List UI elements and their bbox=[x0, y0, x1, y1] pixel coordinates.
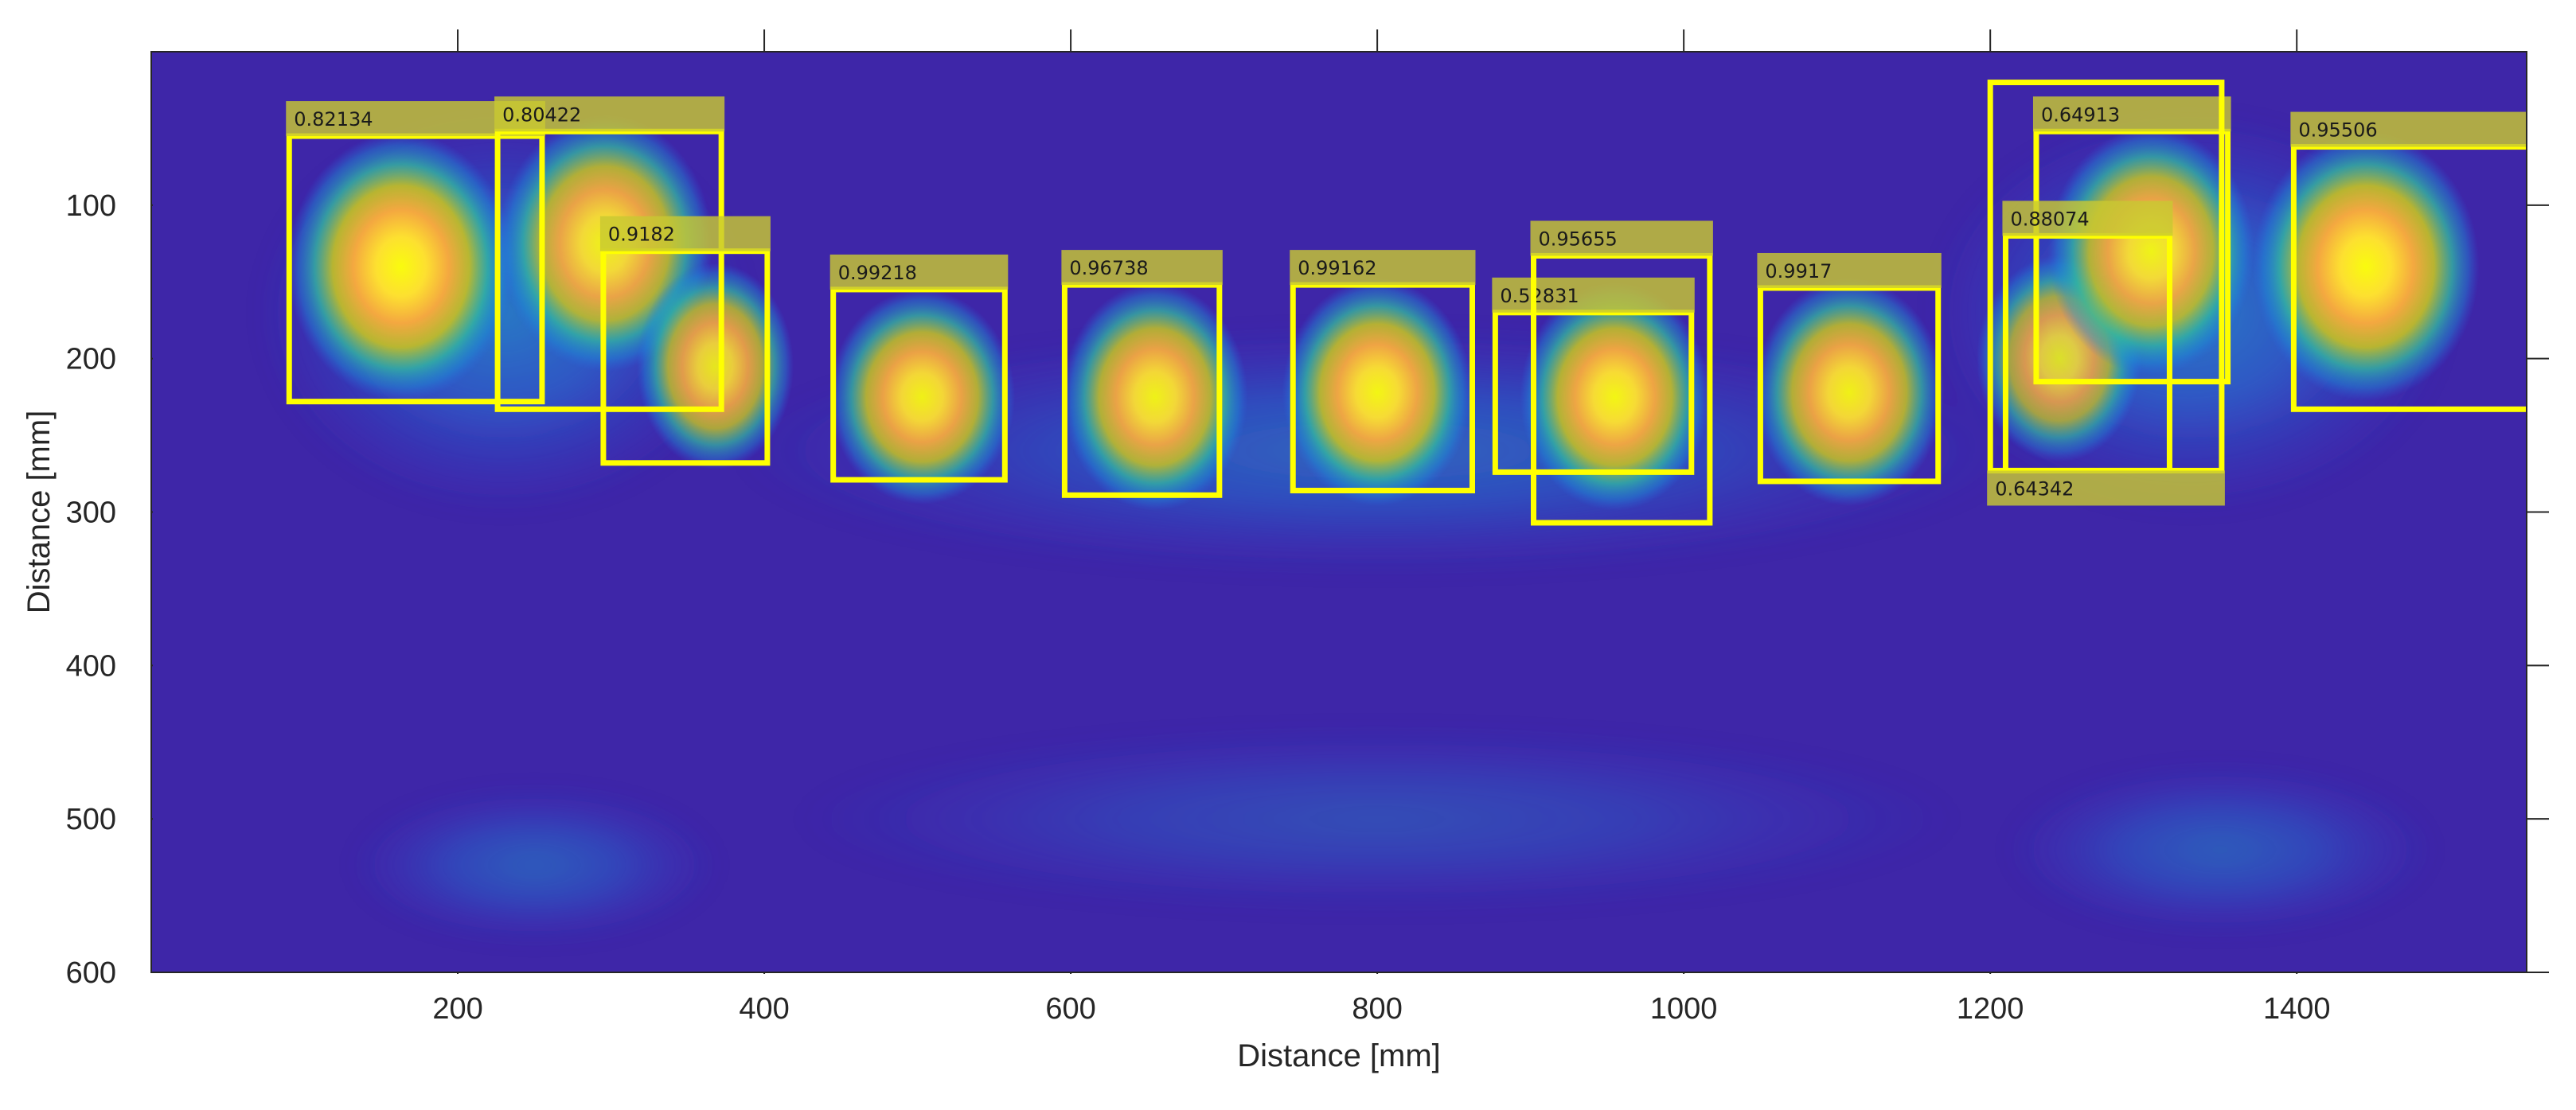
detection-label-background bbox=[1061, 250, 1223, 286]
y-tick-label: 400 bbox=[66, 649, 116, 683]
heatmap-hotspot bbox=[287, 131, 515, 402]
x-tick-label: 800 bbox=[1352, 992, 1402, 1026]
detection-box-group: 0.9182 bbox=[599, 216, 771, 466]
detection-label-background bbox=[2290, 111, 2527, 147]
detection-box-group: 0.64913 bbox=[2032, 96, 2231, 385]
heatmap-hotspot bbox=[2047, 127, 2255, 376]
detection-box-group: 0.80422 bbox=[494, 96, 725, 412]
detection-score-label: 0.9182 bbox=[608, 224, 675, 246]
detection-label-background bbox=[599, 216, 771, 251]
detection-score-label: 0.95655 bbox=[1538, 228, 1617, 250]
heatmap-hotspot-layer bbox=[287, 115, 2480, 512]
heatmap-hotspot bbox=[829, 289, 1016, 505]
x-tick-label: 1000 bbox=[1650, 992, 1718, 1026]
heatmap-glow-region bbox=[794, 726, 1960, 911]
detection-score-label: 0.99162 bbox=[1298, 257, 1376, 279]
y-tick-label: 100 bbox=[66, 189, 116, 223]
detection-score-label: 0.64913 bbox=[2041, 103, 2120, 126]
x-axis-label: Distance [mm] bbox=[1237, 1038, 1441, 1073]
x-tick-label: 200 bbox=[432, 992, 482, 1026]
heatmap-hotspot bbox=[1282, 278, 1473, 507]
x-tick-label: 1400 bbox=[2263, 992, 2331, 1026]
heatmap-hotspot bbox=[1519, 282, 1711, 512]
detection-score-label: 0.82134 bbox=[294, 108, 373, 130]
detection-box-group: 0.99162 bbox=[1290, 250, 1476, 494]
heatmap-hotspot bbox=[2251, 131, 2480, 402]
detection-box-group: 0.95506 bbox=[2290, 111, 2527, 412]
y-tick-label: 600 bbox=[66, 956, 116, 990]
y-tick-label: 500 bbox=[66, 803, 116, 836]
detection-score-label: 0.95506 bbox=[2298, 119, 2377, 142]
detection-label-background bbox=[1530, 220, 1713, 256]
plot-area: 0.82134 0.80422 0.9182 0.99218 0.96738 0.9916… bbox=[151, 52, 2527, 972]
detection-score-label: 0.80422 bbox=[502, 103, 581, 126]
heatmap-glow-region bbox=[2005, 765, 2435, 934]
y-tick-label: 200 bbox=[66, 343, 116, 376]
heatmap-hotspot bbox=[1754, 278, 1945, 507]
y-axis-label: Distance [mm] bbox=[21, 411, 57, 614]
detection-box-group: 0.95655 bbox=[1530, 220, 1713, 526]
x-axis: 200 400 600 800 1000 1200 1400 bbox=[432, 29, 2330, 1026]
detection-label-background bbox=[2032, 96, 2231, 132]
y-tick-label: 300 bbox=[66, 497, 116, 530]
detection-label-background bbox=[1290, 250, 1476, 286]
detection-box-group: 0.52831 bbox=[1492, 277, 1695, 475]
detection-box-group: 0.64342 bbox=[1987, 80, 2225, 506]
detection-box-group: 0.96738 bbox=[1061, 250, 1223, 498]
heatmap-hotspot bbox=[636, 263, 794, 470]
x-tick-label: 600 bbox=[1045, 992, 1095, 1026]
detection-label-background bbox=[1492, 277, 1695, 313]
heatmap-hotspot bbox=[1062, 282, 1248, 512]
detection-box-group: 0.99218 bbox=[829, 254, 1009, 483]
detection-label-background bbox=[1987, 470, 2225, 506]
detection-label-background bbox=[494, 96, 725, 132]
heatmap-glow-region bbox=[350, 788, 719, 942]
x-tick-label: 1200 bbox=[1957, 992, 2024, 1026]
detection-box-group: 0.9917 bbox=[1757, 252, 1942, 485]
x-tick-label: 400 bbox=[739, 992, 789, 1026]
y-axis: 100 200 300 400 500 600 bbox=[66, 189, 2549, 990]
detection-label-background bbox=[2002, 201, 2173, 236]
detection-score-label: 0.88074 bbox=[2010, 208, 2089, 230]
detection-score-label: 0.96738 bbox=[1069, 257, 1148, 279]
detection-score-label: 0.99218 bbox=[838, 262, 917, 284]
detection-layer: 0.82134 0.80422 0.9182 0.99218 0.96738 0.9916… bbox=[286, 80, 2527, 526]
detection-label-background bbox=[1757, 252, 1942, 288]
detection-score-label: 0.52831 bbox=[1500, 285, 1579, 307]
detection-score-label: 0.9917 bbox=[1765, 260, 1832, 282]
detection-label-background bbox=[829, 254, 1009, 290]
detection-score-label: 0.64342 bbox=[1995, 477, 2074, 500]
